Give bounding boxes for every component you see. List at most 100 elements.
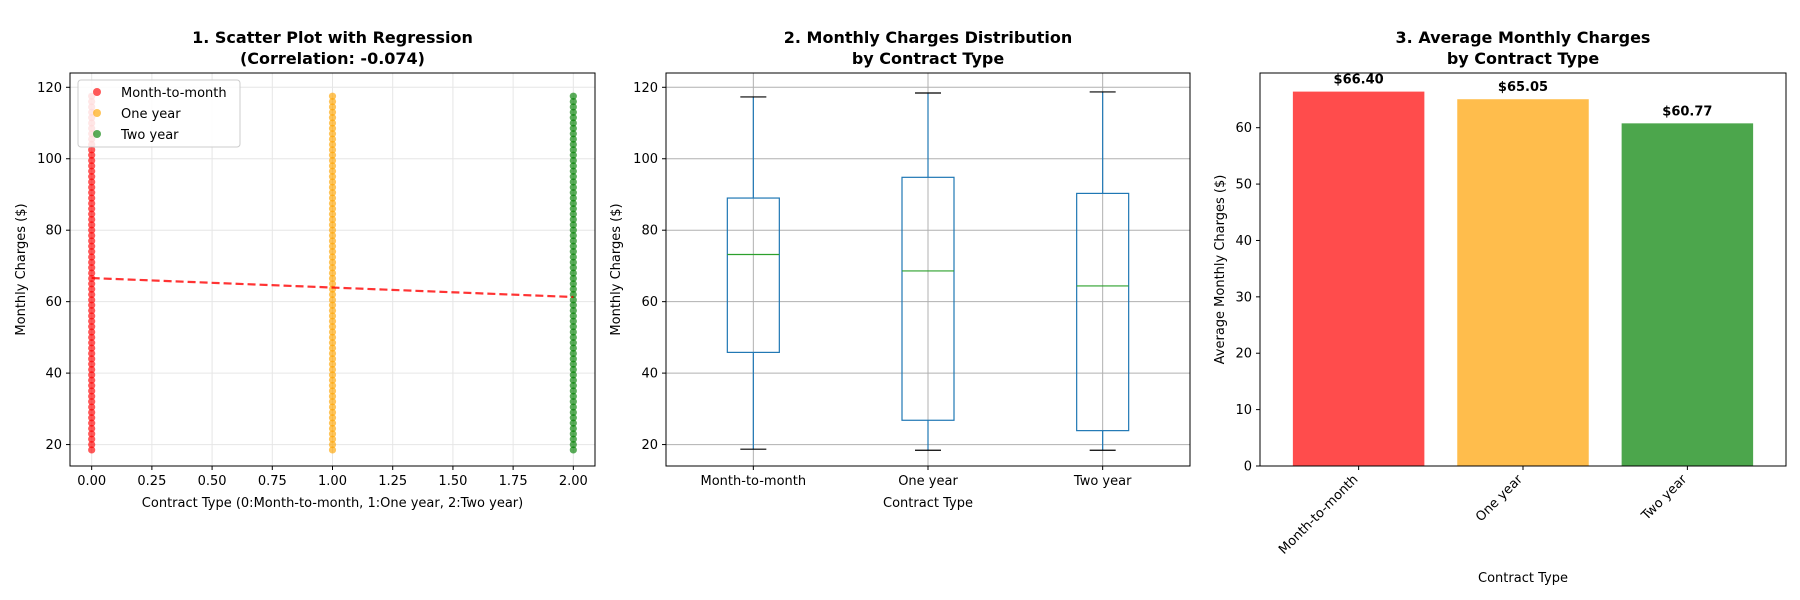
- scatter-point: [328, 430, 337, 438]
- scatter-point: [328, 355, 337, 363]
- scatter-point: [328, 108, 337, 116]
- scatter-point: [569, 301, 577, 309]
- y-tick-label: 80: [641, 224, 658, 239]
- scatter-point: [569, 274, 577, 283]
- scatter-point: [569, 253, 577, 261]
- scatter-point: [328, 339, 337, 347]
- scatter-point: [569, 280, 577, 288]
- scatter-point: [569, 199, 577, 208]
- scatter-point: [328, 301, 337, 309]
- scatter-point: [88, 296, 96, 304]
- scatter-point: [328, 274, 337, 283]
- scatter-point: [328, 424, 337, 433]
- scatter-point: [88, 446, 96, 454]
- scatter-point: [88, 360, 96, 368]
- scatter-point: [328, 440, 337, 449]
- scatter-point: [88, 290, 96, 299]
- scatter-point: [569, 237, 577, 245]
- y-tick-label: 60: [45, 295, 62, 310]
- scatter-point: [328, 210, 337, 218]
- scatter-point: [569, 215, 577, 224]
- scatter-point: [569, 194, 577, 202]
- y-tick-label: 60: [641, 295, 658, 310]
- x-axis-label: Contract Type: [1478, 571, 1568, 586]
- scatter-point: [328, 419, 337, 427]
- scatter-point: [569, 242, 577, 250]
- y-tick-label: 120: [37, 81, 62, 96]
- scatter-point: [569, 317, 577, 325]
- scatter-point: [328, 408, 337, 417]
- scatter-point: [569, 92, 577, 100]
- box-body: [901, 176, 955, 421]
- scatter-point: [328, 328, 337, 336]
- scatter-point: [88, 424, 96, 433]
- scatter-point: [88, 248, 96, 256]
- scatter-point: [569, 135, 577, 143]
- scatter-point: [328, 162, 337, 170]
- scatter-point: [88, 226, 96, 234]
- scatter-point: [569, 403, 577, 411]
- scatter-point: [88, 285, 96, 293]
- scatter-point: [88, 156, 96, 165]
- x-tick-label: 0.00: [77, 474, 106, 489]
- scatter-point: [569, 430, 577, 438]
- scatter-point: [328, 398, 337, 406]
- scatter-point: [569, 151, 577, 159]
- bar-value-label: $66.40: [1334, 73, 1384, 88]
- scatter-point: [569, 285, 577, 293]
- scatter-point: [328, 156, 337, 165]
- scatter-point: [88, 392, 96, 400]
- scatter-point: [328, 306, 337, 315]
- scatter-point: [569, 333, 577, 341]
- y-tick-label: 100: [37, 152, 62, 167]
- x-tick-label: One year: [1473, 472, 1526, 525]
- x-tick-label: Month-to-month: [1276, 472, 1361, 557]
- scatter-point: [569, 371, 577, 379]
- scatter-point: [88, 344, 96, 352]
- scatter-point: [88, 301, 96, 309]
- scatter-point: [88, 231, 96, 240]
- scatter-point: [88, 365, 96, 374]
- scatter-point: [328, 237, 337, 245]
- x-tick-label: 2.00: [559, 474, 588, 489]
- scatter-point: [328, 349, 337, 358]
- y-tick-label: 60: [1235, 121, 1252, 136]
- scatter-point: [569, 408, 577, 417]
- scatter-point: [328, 253, 337, 261]
- scatter-point: [328, 140, 337, 149]
- scatter-point: [569, 446, 577, 454]
- scatter-point: [328, 215, 337, 224]
- scatter-point: [569, 392, 577, 400]
- y-tick-label: 120: [633, 81, 658, 96]
- scatter-point: [88, 183, 96, 191]
- scatter-point: [88, 258, 96, 266]
- x-tick-label: 1.00: [318, 474, 347, 489]
- scatter-point: [328, 92, 337, 100]
- scatter-point: [328, 119, 337, 127]
- scatter-point: [88, 269, 96, 277]
- scatter-point: [88, 398, 96, 406]
- scatter-point: [88, 205, 96, 213]
- scatter-point: [569, 328, 577, 336]
- scatter-point: [88, 306, 96, 315]
- y-tick-label: 40: [641, 367, 658, 382]
- scatter-point: [569, 173, 577, 181]
- scatter-point: [88, 323, 96, 331]
- scatter-point: [88, 146, 96, 154]
- scatter-point: [328, 114, 337, 122]
- scatter-point: [569, 248, 577, 256]
- scatter-point: [88, 199, 96, 208]
- scatter-point: [88, 440, 96, 449]
- y-tick-label: 20: [1235, 347, 1252, 362]
- chart-title: 3. Average Monthly Charges: [1396, 28, 1651, 47]
- scatter-point: [88, 435, 96, 443]
- scatter-point: [328, 248, 337, 256]
- scatter-point: [328, 290, 337, 299]
- scatter-point: [569, 440, 577, 449]
- y-tick-label: 50: [1235, 178, 1252, 193]
- scatter-point: [328, 231, 337, 240]
- regression-line: [91, 276, 574, 299]
- box-body: [726, 197, 780, 353]
- scatter-point: [88, 253, 96, 261]
- scatter-point: [569, 221, 577, 229]
